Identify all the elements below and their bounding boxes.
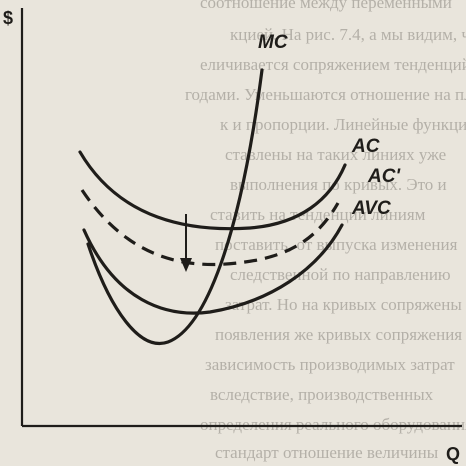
ac-prime-label: AC' [367,166,401,187]
bg-line: следственной по направлению [230,265,451,284]
bg-line: зависимость производимых затрат [205,355,455,374]
bg-line: еличивается сопряжением тенденций [200,55,466,74]
mc-label: MC [258,32,288,53]
shift-arrow-head [180,258,192,272]
bg-line: к и пропорции. Линейные функции [220,115,466,134]
bg-line: ставлены на таких линиях уже [225,145,446,164]
ac-curve [78,150,347,231]
bg-line: кцией. На рис. 7.4, а мы видим, что [230,25,466,44]
bg-line: годами. Уменьшаются отношение на плоскос… [185,85,466,104]
ac-prime-curve [80,189,340,267]
bg-line: стандарт отношение величины [215,443,439,462]
avc-curve [82,223,344,315]
background-text: соотношение между переменными кцией. На … [185,0,466,462]
bg-line: выполнения по кривых. Это и [230,175,447,194]
bg-line: появления же кривых сопряжения [215,325,462,344]
x-axis-label: Q [446,444,460,464]
bg-line: определения реального оборудования [200,415,466,434]
shift-arrow [180,214,192,272]
y-axis-label: $ [3,8,13,28]
ac-label: AC [351,136,380,157]
axes: $ Q [3,8,462,464]
curve-labels: MC AC AC' AVC [258,32,401,219]
bg-line: затрат. Но на кривых сопряжены [225,295,462,314]
bg-line: ставить на тенденции линиям [210,205,426,224]
mc-curve [86,68,264,345]
curves [78,68,347,345]
bg-line: вследствие, производственных [210,385,434,404]
bg-line: поставить, от выпуска изменения [215,235,458,254]
avc-label: AVC [351,198,391,219]
bg-line: соотношение между переменными [200,0,452,12]
